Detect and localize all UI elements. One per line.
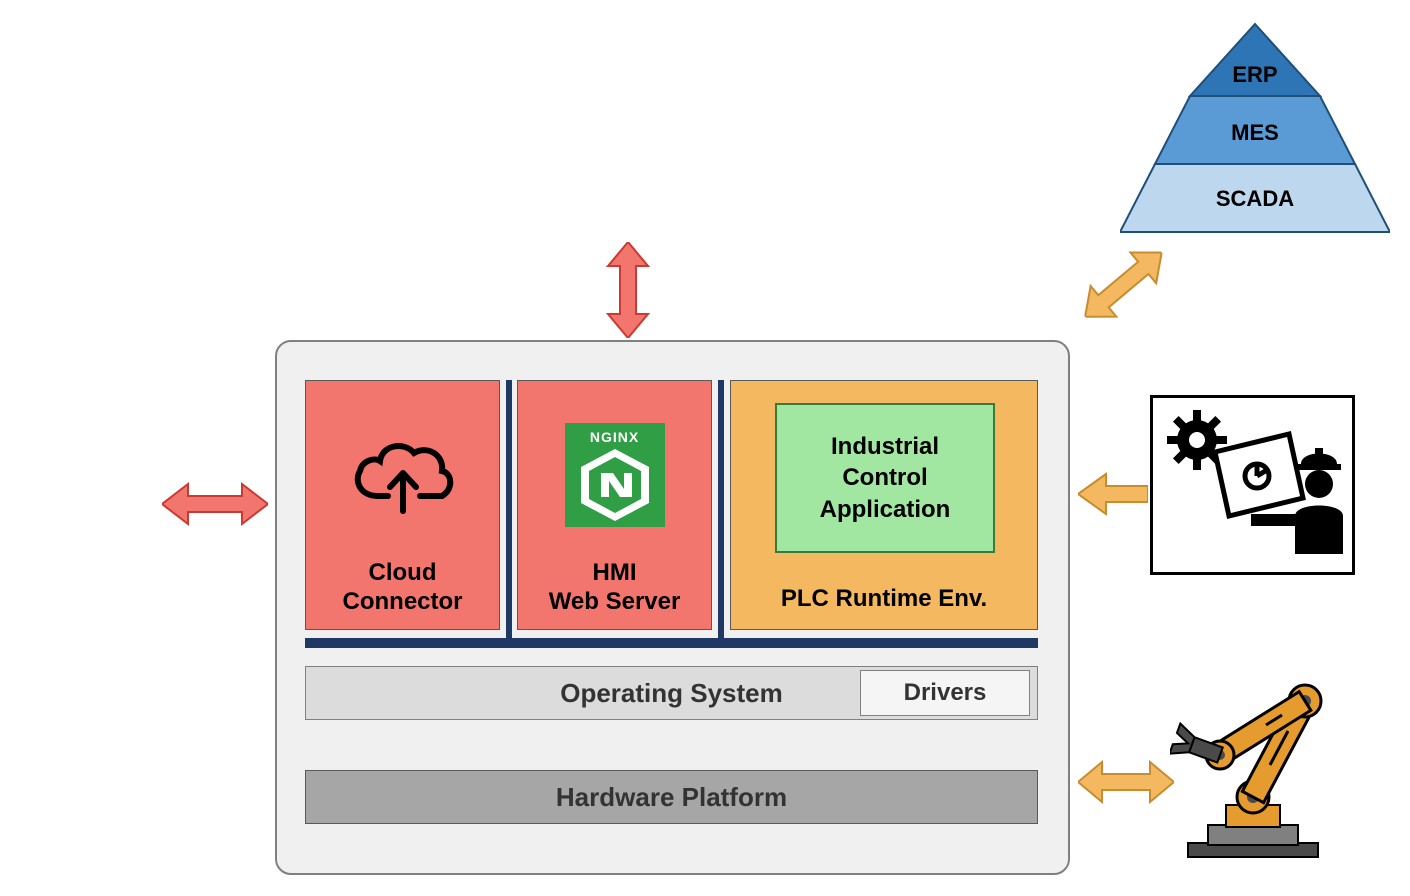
pyramid-label-scada: SCADA: [1120, 186, 1390, 212]
divider-horizontal: [305, 638, 1038, 648]
industrial-control-app-box: Industrial Control Application: [775, 403, 995, 553]
hmi-webserver-label: HMI Web Server: [518, 559, 711, 617]
hmi-webserver-module: NGINX HMI Web Server: [517, 380, 712, 630]
operating-system-label: Operating System: [560, 678, 783, 709]
pyramid-label-mes: MES: [1120, 120, 1390, 146]
pyramid-label-erp: ERP: [1120, 62, 1390, 88]
hardware-platform-label: Hardware Platform: [556, 782, 787, 813]
drivers-label: Drivers: [904, 679, 987, 707]
robot-arm-icon: [1170, 645, 1365, 860]
arrow-robot-icon: [1078, 758, 1174, 811]
arrow-engineer-icon: [1078, 470, 1148, 523]
arrow-pyramid-icon: [1070, 234, 1181, 339]
engineer-icon: [1150, 395, 1355, 575]
plc-runtime-label: PLC Runtime Env.: [731, 585, 1037, 613]
hardware-platform-box: Hardware Platform: [305, 770, 1038, 824]
divider-vertical-2: [718, 380, 724, 648]
automation-pyramid: ERP MES SCADA: [1120, 22, 1390, 234]
arrow-top-icon: [604, 242, 652, 343]
industrial-control-app-label: Industrial Control Application: [820, 431, 951, 525]
drivers-box: Drivers: [860, 670, 1030, 716]
plc-runtime-module: Industrial Control Application PLC Runti…: [730, 380, 1038, 630]
cloud-connector-label: Cloud Connector: [306, 559, 499, 617]
cloud-upload-icon: [348, 431, 458, 526]
nginx-icon: NGINX: [565, 423, 665, 527]
cloud-connector-module: Cloud Connector: [305, 380, 500, 630]
divider-vertical-1: [506, 380, 512, 648]
arrow-left-icon: [162, 480, 268, 533]
